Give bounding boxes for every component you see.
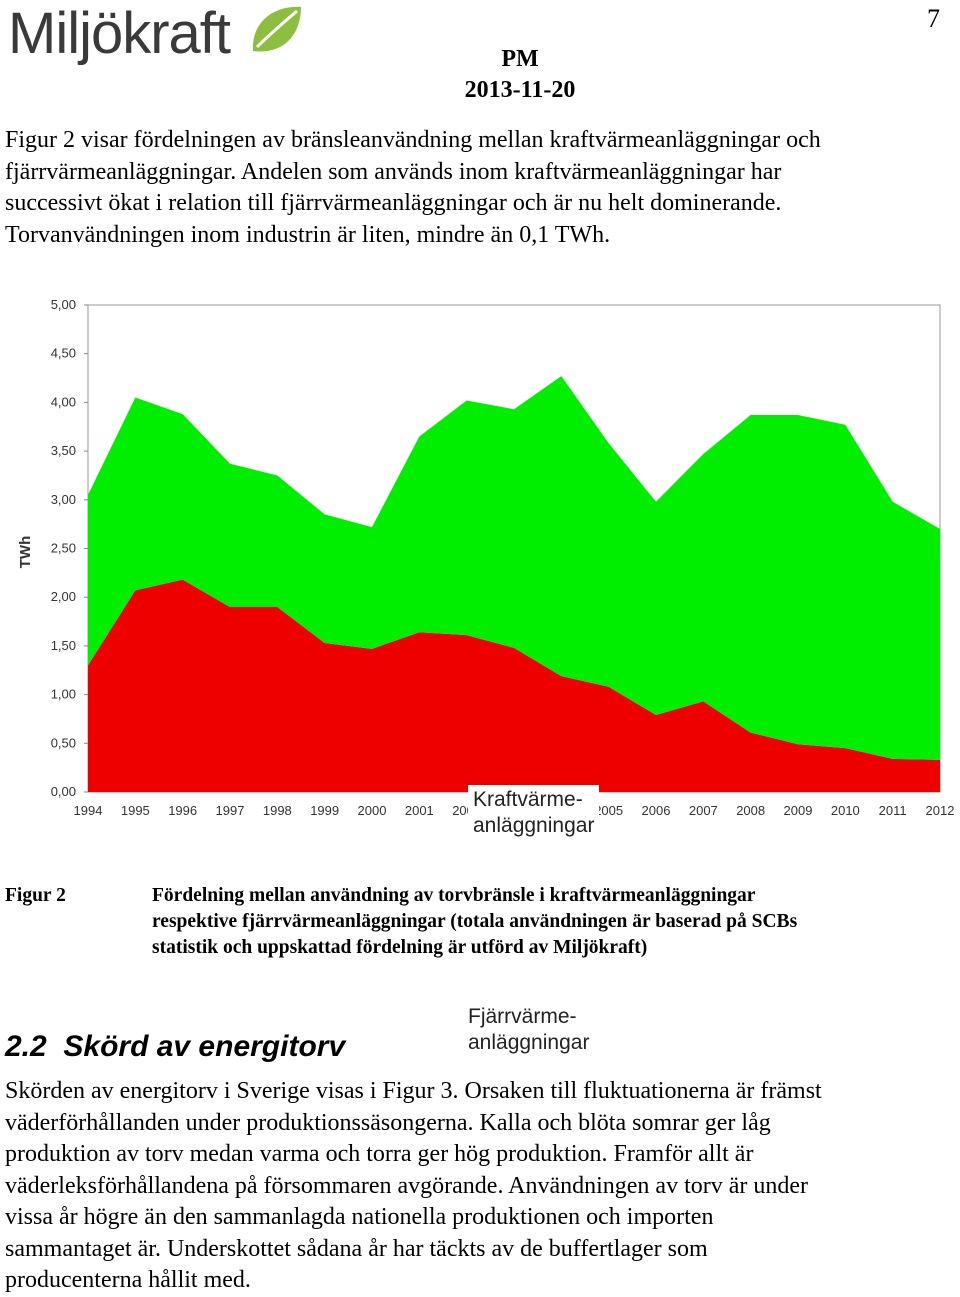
y-tick-label: 4,50 — [51, 346, 76, 361]
caption-line: statistik och uppskattad fördelning är u… — [152, 937, 648, 958]
text-line: Torvanvändningen inom industrin är liten… — [5, 221, 611, 248]
x-tick-label: 2001 — [405, 803, 434, 818]
x-tick-label: 2008 — [736, 803, 765, 818]
text-line: Figur 2 visar fördelningen av bränsleanv… — [5, 127, 821, 153]
y-tick-label: 1,00 — [51, 687, 76, 702]
y-tick-label: 0,50 — [51, 735, 76, 750]
caption-line: respektive fjärrvärmeanläggningar (total… — [152, 911, 798, 932]
doc-meta: PM 2013-11-20 — [440, 44, 600, 106]
text-line: produktion av torv medan varma och torra… — [5, 1141, 754, 1167]
y-tick-label: 3,50 — [51, 443, 76, 458]
x-tick-label: 2006 — [642, 803, 671, 818]
y-tick-label: 0,00 — [51, 784, 76, 799]
logo-text: Miljökraft — [8, 1, 231, 66]
x-tick-label: 2012 — [926, 803, 955, 818]
legend-label: Kraftvärme- anläggningar — [468, 785, 600, 841]
text-line: väderförhållanden under produktionssäson… — [5, 1109, 771, 1136]
x-tick-label: 2010 — [831, 803, 860, 818]
x-tick-label: 2000 — [358, 803, 387, 818]
logo: Miljökraft — [8, 0, 305, 67]
y-tick-label: 5,00 — [51, 297, 76, 312]
x-tick-label: 1997 — [216, 803, 245, 818]
y-tick-label: 2,00 — [51, 589, 76, 604]
text-line: successivt ökat i relation till fjärrvär… — [5, 190, 782, 216]
intro-paragraph: Figur 2 visar fördelningen av bränsleanv… — [5, 125, 821, 251]
doc-date: 2013-11-20 — [464, 77, 576, 103]
x-tick-label: 1999 — [310, 803, 339, 818]
text-line: Skörden av energitorv i Sverige visas i … — [5, 1078, 822, 1104]
caption-label: Figur 2 — [5, 885, 66, 906]
legend-label: Fjärrvärme- anläggningar — [463, 1002, 595, 1058]
section-paragraph: Skörden av energitorv i Sverige visas i … — [5, 1076, 822, 1297]
x-tick-label: 2011 — [879, 803, 907, 818]
doc-type: PM — [501, 46, 539, 72]
x-tick-label: 2005 — [594, 803, 623, 818]
y-tick-label: 3,00 — [51, 492, 76, 507]
caption-line: Fördelning mellan användning av torvbrän… — [152, 885, 756, 906]
text-line: fjärrvärmeanläggningar. Andelen som anvä… — [5, 158, 782, 185]
y-tick-label: 2,50 — [51, 541, 76, 556]
text-line: sammantaget är. Underskottet sådana år h… — [5, 1235, 708, 1262]
y-tick-label: 1,50 — [51, 638, 76, 653]
x-tick-label: 1994 — [74, 803, 103, 818]
chart: TWh År 0,000,501,001,502,002,503,003,504… — [17, 297, 955, 842]
x-tick-label: 2007 — [689, 803, 718, 818]
logo-leaf — [253, 6, 302, 52]
text-line: väderleksförhållandena på försommaren av… — [5, 1172, 809, 1199]
text-line: producenterna hållit med. — [5, 1267, 251, 1293]
area — [88, 579, 940, 792]
caption-text: Fördelning mellan användning av torvbrän… — [152, 883, 797, 961]
x-tick-label: 1998 — [263, 803, 292, 818]
y-axis-label: TWh — [17, 536, 34, 568]
x-tick-label: 1996 — [168, 803, 197, 818]
x-tick-label: 1995 — [121, 803, 150, 818]
page-number: 7 — [927, 4, 940, 33]
text-line: vissa år högre än den sammanlagda nation… — [5, 1204, 714, 1230]
area — [88, 376, 940, 760]
y-tick-label: 4,00 — [51, 394, 76, 409]
x-tick-label: 2009 — [784, 803, 813, 818]
section-heading: 2.2 Skörd av energitorv — [5, 1030, 346, 1063]
